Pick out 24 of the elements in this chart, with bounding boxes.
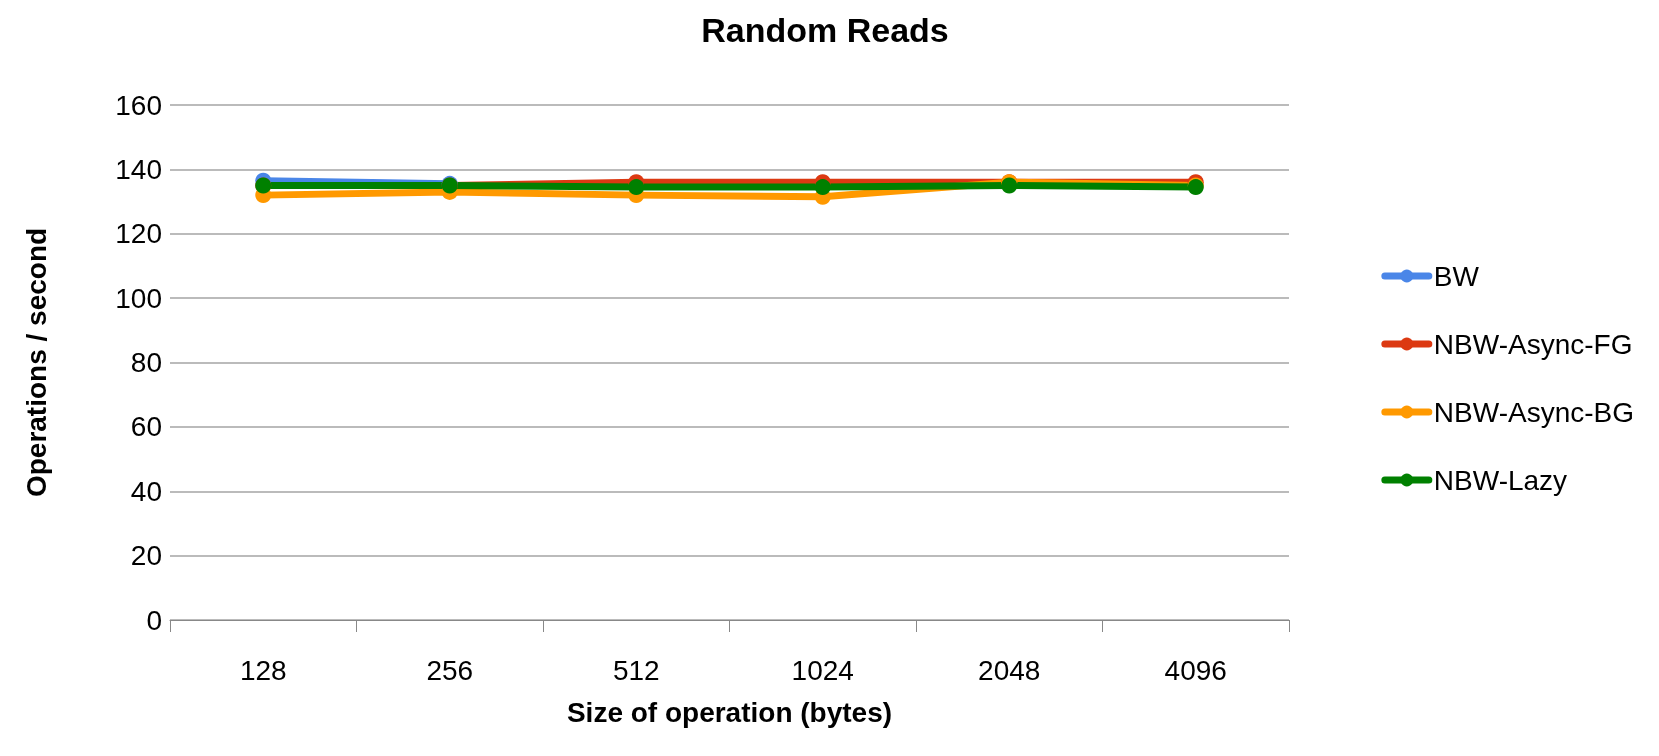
x-tick-label: 128 xyxy=(239,654,287,686)
x-tick-label: 256 xyxy=(426,654,474,686)
x-tick-label: 2048 xyxy=(978,654,1041,686)
y-tick-label: 0 xyxy=(146,604,162,636)
x-axis-title: Size of operation (bytes) xyxy=(566,696,893,728)
point xyxy=(814,179,831,196)
x-tick-label: 512 xyxy=(612,654,660,686)
y-tick-label: 140 xyxy=(115,153,162,185)
legend-label: NBW-Lazy xyxy=(1433,464,1568,496)
y-tick-label: 80 xyxy=(130,347,162,378)
y-tick-label: 40 xyxy=(130,475,162,507)
legend-label: BW xyxy=(1433,260,1480,292)
y-tick-label: 100 xyxy=(115,282,162,314)
x-tick-label: 1024 xyxy=(791,654,854,686)
y-axis-title: Operations / second xyxy=(20,227,52,498)
y-tick-label: 120 xyxy=(115,218,162,250)
chart-title: Random Reads xyxy=(701,11,949,49)
y-tick-label: 20 xyxy=(130,540,162,572)
y-tick-label: 160 xyxy=(115,89,162,121)
x-tick-label: 4096 xyxy=(1164,654,1227,686)
legend-label: NBW-Async-FG xyxy=(1433,328,1633,360)
y-tick-label: 60 xyxy=(130,411,162,443)
point xyxy=(628,179,645,196)
legend-label: NBW-Async-BG xyxy=(1433,396,1634,428)
